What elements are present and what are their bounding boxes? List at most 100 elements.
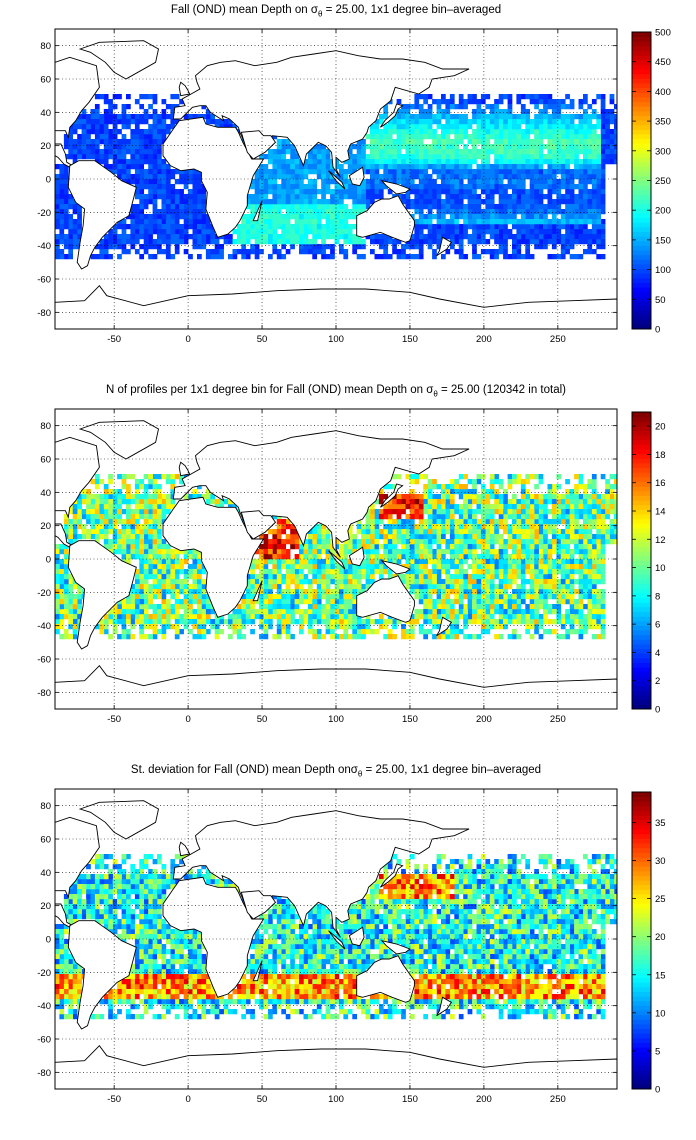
colorbar-tick-label: 4 [655, 648, 660, 659]
panel-title: St. deviation for Fall (OND) mean Depth … [130, 764, 542, 779]
colorbar-tick-label: 2 [655, 676, 660, 687]
coastline [67, 540, 137, 650]
coastline [380, 179, 411, 195]
y-tick-label: 60 [40, 455, 51, 466]
colorbar-tick-label: 10 [655, 563, 666, 574]
y-tick-label: 20 [40, 521, 51, 532]
x-tick-label: 150 [402, 714, 418, 725]
profile-count-panel: N of profiles per 1x1 degree bin for Fal… [0, 380, 696, 760]
colorbar-tick-label: 8 [655, 591, 660, 602]
mean-depth-map: -50 0 50 100 150 200 250806040200-20-40-60-800… [37, 28, 671, 346]
grid-lines [55, 409, 617, 709]
coastline [78, 420, 160, 460]
x-tick-label: 100 [328, 714, 344, 725]
y-tick-label: -20 [37, 968, 51, 979]
y-tick-label: 0 [46, 555, 51, 566]
colorbar-tick-label: 15 [655, 970, 666, 981]
coastline [162, 116, 265, 238]
coastline [328, 170, 346, 190]
coastline [356, 575, 415, 623]
coastline [55, 1045, 617, 1089]
colorbar-tick-label: 14 [655, 507, 666, 518]
y-tick-label: -20 [37, 588, 51, 599]
y-tick-label: 60 [40, 835, 51, 846]
x-tick-label: 50 [257, 334, 268, 345]
coastline [67, 160, 137, 270]
colorbar-tick-label: 0 [655, 1085, 660, 1096]
coastline [380, 863, 404, 888]
y-tick-label: -40 [37, 621, 51, 632]
colorbar-tick-label: 300 [655, 146, 671, 157]
panel-title: Fall (OND) mean Depth on σθ = 25.00, 1x1… [170, 4, 502, 19]
coastline [380, 103, 404, 128]
coastline [78, 40, 160, 80]
coastline [436, 236, 453, 257]
x-tick-label: 100 [328, 1094, 344, 1105]
x-tick-label: -50 [107, 1094, 121, 1105]
grid-lines [55, 29, 617, 329]
std-deviation-map: -50 0 50 100 150 200 250806040200-20-40-60-800… [37, 788, 666, 1105]
colorbar-tick-label: 10 [655, 1008, 666, 1019]
coastline [162, 496, 265, 618]
coastline [67, 920, 137, 1030]
y-tick-label: 80 [40, 421, 51, 432]
colorbar-tick-label: 18 [655, 450, 666, 461]
coastline [356, 955, 415, 1003]
x-tick-label: 100 [328, 334, 344, 345]
y-tick-label: 40 [40, 868, 51, 879]
coastline [55, 56, 100, 139]
y-tick-label: 20 [40, 901, 51, 912]
coastline [55, 665, 617, 709]
x-tick-label: 150 [402, 334, 418, 345]
y-tick-label: -60 [37, 655, 51, 666]
x-tick-label: 250 [550, 334, 566, 345]
y-tick-label: 80 [40, 801, 51, 812]
colorbar-tick-label: 150 [655, 235, 671, 246]
colorbar-tick-label: 100 [655, 265, 671, 276]
colorbar-tick-label: 20 [655, 422, 666, 433]
coastline [436, 996, 453, 1017]
colorbar-tick-label: 16 [655, 478, 666, 489]
y-tick-label: 40 [40, 488, 51, 499]
coastline [55, 285, 617, 329]
colorbar-tick-label: 6 [655, 620, 660, 631]
coastline [178, 461, 191, 477]
colorbar-tick-label: 12 [655, 535, 666, 546]
y-tick-label: 20 [40, 141, 51, 152]
colorbar: 0 50 100 150 200 250 300 350 400 450 500 [631, 28, 671, 336]
y-tick-label: -80 [37, 688, 51, 699]
y-tick-label: 80 [40, 41, 51, 52]
y-tick-label: 60 [40, 75, 51, 86]
y-tick-label: 0 [46, 175, 51, 186]
coastline [348, 546, 365, 567]
coastline [356, 195, 415, 243]
coastline [380, 559, 411, 575]
coastline [178, 81, 191, 97]
x-tick-label: 200 [476, 714, 492, 725]
coastline [436, 616, 453, 637]
colorbar-tick-label: 20 [655, 932, 666, 943]
coastline [240, 130, 276, 160]
coastline [380, 483, 404, 508]
coastline [240, 510, 276, 540]
coastline [348, 926, 365, 947]
x-tick-label: 200 [476, 1094, 492, 1105]
colorbar-tick-label: 200 [655, 206, 671, 217]
coastline [55, 436, 100, 519]
colorbar: 0 5 10 15 20 25 30 35 [631, 791, 666, 1096]
mean-depth-panel: Fall (OND) mean Depth on σθ = 25.00, 1x1… [0, 0, 696, 380]
y-tick-label: 40 [40, 108, 51, 119]
grid-lines [55, 789, 617, 1089]
colorbar-tick-label: 35 [655, 818, 666, 829]
colorbar-tick-label: 500 [655, 28, 671, 39]
y-tick-label: -40 [37, 1001, 51, 1012]
x-tick-label: -50 [107, 334, 121, 345]
y-tick-label: 0 [46, 935, 51, 946]
colorbar-tick-label: 350 [655, 117, 671, 128]
x-tick-label: 50 [257, 1094, 268, 1105]
colorbar-tick-label: 400 [655, 87, 671, 98]
x-tick-label: 150 [402, 1094, 418, 1105]
colorbar-tick-label: 30 [655, 856, 666, 867]
x-tick-label: 250 [550, 714, 566, 725]
coastline [348, 166, 365, 187]
